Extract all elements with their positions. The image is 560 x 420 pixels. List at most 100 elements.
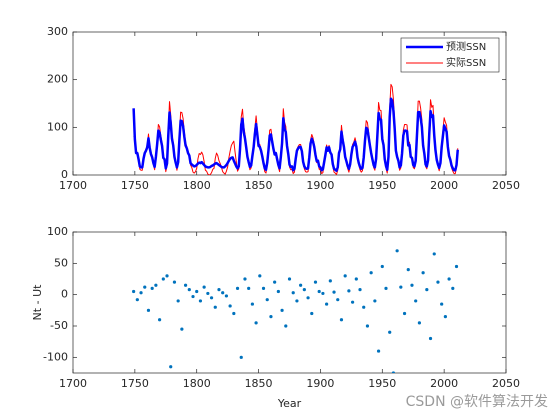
scatter-point — [209, 296, 214, 300]
scatter-point — [454, 264, 459, 269]
scatter-point — [258, 274, 262, 278]
y-tick-label: 300 — [47, 25, 68, 38]
x-tick-label: 2050 — [492, 377, 520, 390]
scatter-point — [250, 302, 254, 306]
axes-box — [72, 231, 507, 374]
scatter-point — [183, 283, 188, 287]
scatter-point — [399, 285, 403, 289]
scatter-point — [343, 274, 347, 278]
scatter-point — [180, 327, 184, 331]
scatter-point — [406, 268, 410, 272]
scatter-point — [414, 299, 418, 303]
scatter-point — [369, 271, 373, 275]
scatter-point — [284, 324, 288, 328]
scatter-point — [380, 264, 384, 269]
x-tick-label: 1800 — [183, 179, 211, 192]
scatter-point — [291, 291, 295, 295]
scatter-point — [451, 286, 455, 290]
plot-area — [132, 249, 459, 373]
x-tick-label: 1950 — [368, 179, 396, 192]
scatter-point — [135, 298, 139, 302]
scatter-point — [339, 318, 344, 322]
scatter-point — [358, 288, 362, 292]
y-tick-label: -50 — [50, 319, 68, 332]
scatter-point — [176, 299, 180, 303]
scatter-point — [195, 289, 199, 294]
scatter-point — [265, 298, 269, 302]
scatter-point — [354, 277, 358, 281]
scatter-point — [410, 283, 414, 287]
scatter-point — [187, 288, 191, 292]
scatter-point — [276, 289, 280, 294]
scatter-point — [239, 355, 243, 359]
scatter-point — [146, 308, 151, 312]
scatter-point — [428, 336, 433, 341]
scatter-point — [295, 299, 299, 303]
scatter-point — [336, 298, 340, 302]
x-tick-label: 1750 — [121, 179, 149, 192]
scatter-point — [347, 289, 351, 293]
x-tick-label: 1900 — [306, 179, 334, 192]
scatter-point — [269, 315, 273, 319]
scatter-point — [172, 280, 177, 284]
scatter-point — [332, 290, 336, 294]
scatter-point — [432, 252, 436, 256]
series-line — [132, 97, 459, 172]
scatter-point — [280, 308, 284, 312]
scatter-point — [158, 318, 162, 322]
scatter-point — [232, 311, 236, 316]
scatter-point — [391, 371, 396, 373]
scatter-point — [388, 330, 392, 334]
scatter-point — [325, 302, 329, 306]
x-tick-label: 1700 — [59, 377, 87, 390]
scatter-point — [143, 285, 147, 289]
scatter-point — [310, 311, 314, 316]
x-axis-label: Year — [277, 397, 302, 410]
scatter-point — [317, 289, 321, 294]
scatter-point — [313, 280, 318, 284]
scatter-point — [161, 277, 165, 281]
scatter-point — [443, 315, 447, 319]
x-tick-label: 1950 — [368, 377, 396, 390]
legend-label: 预测SSN — [446, 40, 486, 53]
scatter-point — [302, 288, 306, 292]
scatter-point — [365, 324, 370, 328]
scatter-point — [417, 321, 421, 325]
scatter-point — [299, 283, 303, 287]
scatter-point — [217, 288, 221, 292]
legend-box — [400, 37, 500, 73]
x-tick-label: 1850 — [245, 179, 273, 192]
scatter-point — [247, 286, 251, 290]
legend-label: 实际SSN — [446, 56, 486, 69]
scatter-point — [243, 277, 247, 281]
x-tick-label: 2000 — [430, 179, 458, 192]
x-tick-label: 2000 — [430, 377, 458, 390]
y-tick-label: 50 — [54, 256, 68, 269]
scatter-point — [154, 283, 158, 287]
x-tick-label: 1750 — [121, 377, 149, 390]
x-tick-label: 1900 — [306, 377, 334, 390]
watermark: CSDN @软件算法开发 — [406, 394, 548, 410]
scatter-point — [306, 296, 310, 300]
scatter-point — [440, 302, 444, 306]
x-tick-label: 1700 — [59, 179, 87, 192]
scatter-point — [376, 349, 381, 353]
scatter-point — [425, 288, 429, 292]
x-tick-label: 2050 — [492, 179, 520, 192]
scatter-point — [150, 286, 154, 290]
scatter-point — [221, 291, 225, 295]
y-tick-label: 200 — [47, 73, 68, 86]
scatter-point — [213, 305, 217, 309]
scatter-point — [321, 291, 325, 296]
y-tick-label: 0 — [61, 288, 68, 301]
scatter-point — [395, 249, 399, 253]
scatter-point — [206, 291, 210, 296]
scatter-point — [273, 280, 277, 284]
scatter-point — [191, 294, 195, 299]
scatter-point — [254, 321, 258, 325]
scatter-point — [224, 294, 229, 298]
plot-area — [132, 83, 459, 175]
y-axis-label: Nt - Ut — [31, 284, 44, 321]
scatter-point — [132, 289, 136, 294]
